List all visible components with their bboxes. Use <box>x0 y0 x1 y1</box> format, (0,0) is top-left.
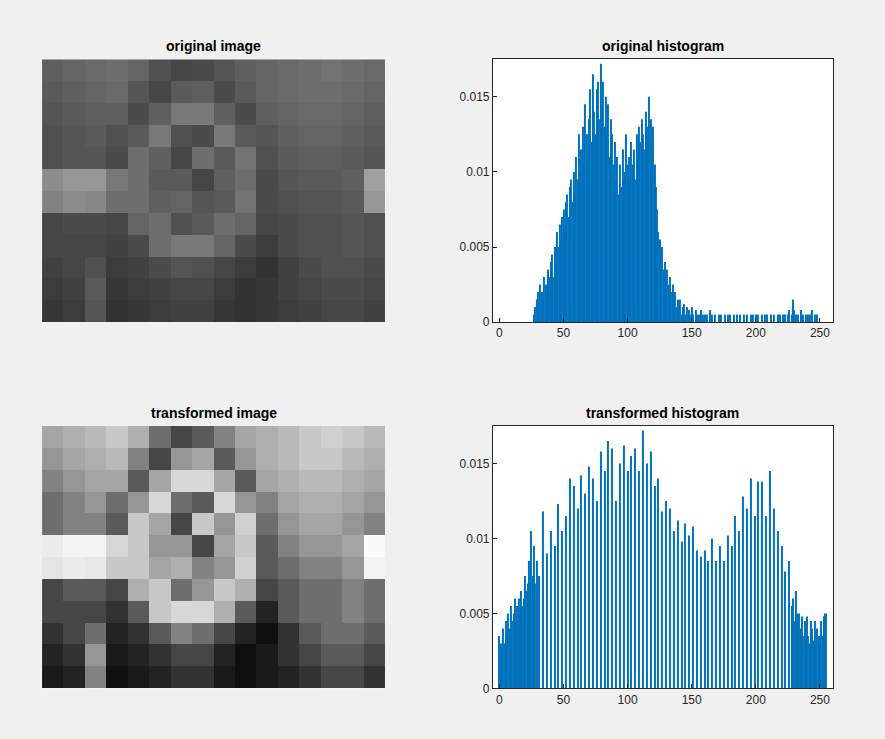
svg-text:200: 200 <box>746 693 766 707</box>
svg-text:50: 50 <box>557 326 571 340</box>
svg-text:0.005: 0.005 <box>460 607 490 621</box>
svg-text:0.005: 0.005 <box>460 240 490 254</box>
svg-text:original image: original image <box>166 38 261 54</box>
svg-text:200: 200 <box>746 326 766 340</box>
svg-text:150: 150 <box>682 693 702 707</box>
svg-text:0.015: 0.015 <box>460 90 490 104</box>
svg-text:150: 150 <box>682 326 702 340</box>
svg-text:0: 0 <box>483 682 490 696</box>
svg-text:250: 250 <box>810 693 830 707</box>
svg-text:50: 50 <box>557 693 571 707</box>
svg-text:transformed histogram: transformed histogram <box>586 405 739 421</box>
svg-text:0: 0 <box>496 693 503 707</box>
svg-text:original histogram: original histogram <box>602 38 724 54</box>
svg-text:0.01: 0.01 <box>466 165 490 179</box>
svg-text:250: 250 <box>810 326 830 340</box>
svg-text:0.015: 0.015 <box>460 457 490 471</box>
svg-text:0: 0 <box>496 326 503 340</box>
svg-text:0.01: 0.01 <box>466 532 490 546</box>
svg-text:100: 100 <box>618 326 638 340</box>
svg-text:100: 100 <box>618 693 638 707</box>
svg-text:transformed image: transformed image <box>151 405 277 421</box>
svg-text:0: 0 <box>483 315 490 329</box>
